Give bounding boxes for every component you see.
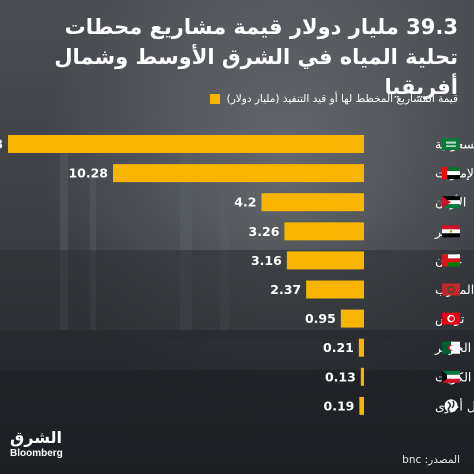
bar [340, 309, 364, 328]
algeria-flag-icon [442, 341, 460, 354]
legend: قيمة المشاريع المخطط لها أو قيد التنفيذ … [209, 93, 458, 105]
jordan-flag-icon [442, 196, 460, 209]
tunisia-flag-icon [442, 312, 460, 325]
legend-label: قيمة المشاريع المخطط لها أو قيد التنفيذ … [226, 93, 458, 105]
legend-swatch [209, 94, 220, 104]
oman-flag-icon [442, 254, 460, 267]
bar [360, 367, 364, 386]
bar-value-label: 10.28 [68, 166, 108, 181]
bar [306, 280, 364, 299]
saudi-flag-icon [442, 138, 460, 150]
bar [8, 135, 364, 153]
bar-value-label: 0.19 [324, 398, 355, 413]
chart-title: 39.3 مليار دولار قيمة مشاريع محطات تحلية… [54, 15, 458, 99]
bar-value-label: 3.16 [251, 253, 282, 268]
bar-value-label: 2.37 [270, 282, 301, 297]
bar-value-label: 4.2 [234, 195, 256, 210]
bar [261, 193, 364, 212]
globe-icon [444, 399, 458, 413]
uae-flag-icon [442, 167, 460, 180]
asharq-bloomberg-logo: الشرق Bloomberg [10, 428, 66, 466]
bar-value-label: 14.58 [0, 137, 3, 152]
bar [286, 251, 364, 270]
bar-value-label: 0.95 [305, 311, 336, 326]
logo-arabic-text: الشرق [10, 428, 63, 447]
source-note: المصدر: bnc [402, 454, 460, 466]
bar-value-label: 0.13 [325, 369, 356, 384]
logo-english-text: Bloomberg [10, 448, 63, 459]
bar [112, 164, 365, 183]
bar-value-label: 0.21 [323, 340, 354, 355]
bar [358, 338, 364, 357]
bar-value-label: 3.26 [249, 224, 280, 239]
egypt-flag-icon [442, 225, 460, 238]
morocco-flag-icon [442, 283, 460, 296]
kuwait-flag-icon [442, 370, 460, 383]
bar [284, 222, 364, 241]
bar [359, 396, 364, 415]
